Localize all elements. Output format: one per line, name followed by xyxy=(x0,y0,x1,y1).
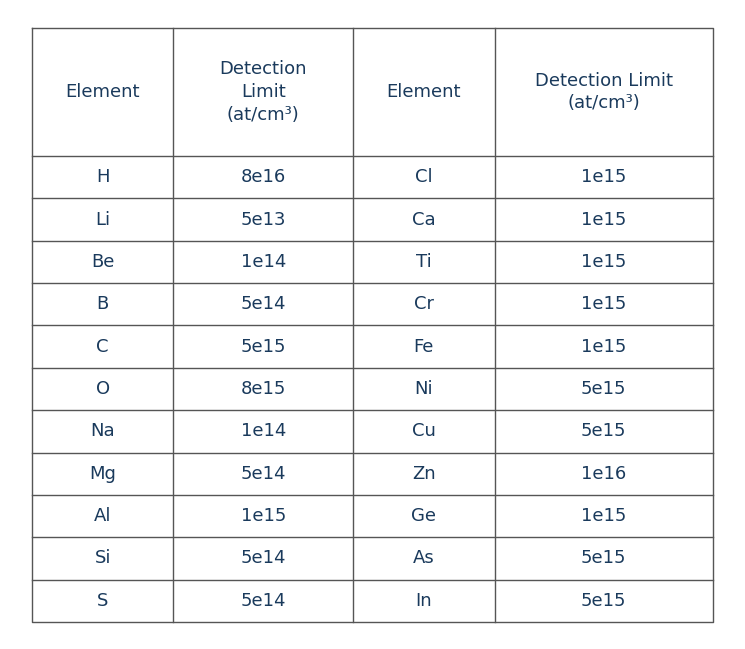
Text: Li: Li xyxy=(95,210,110,228)
Text: 1e15: 1e15 xyxy=(581,337,627,356)
Text: Na: Na xyxy=(90,422,115,441)
Text: Ca: Ca xyxy=(412,210,436,228)
Text: Element: Element xyxy=(66,83,140,101)
Text: 1e14: 1e14 xyxy=(241,422,286,441)
Text: H: H xyxy=(96,168,110,186)
Text: S: S xyxy=(97,592,108,610)
Text: 1e16: 1e16 xyxy=(581,465,627,483)
Text: 5e15: 5e15 xyxy=(581,550,627,567)
Text: 5e15: 5e15 xyxy=(581,380,627,398)
Text: Cu: Cu xyxy=(412,422,436,441)
Text: Ni: Ni xyxy=(414,380,433,398)
Text: 1e15: 1e15 xyxy=(241,507,286,525)
Text: Element: Element xyxy=(387,83,461,101)
Text: 1e15: 1e15 xyxy=(581,507,627,525)
Text: Detection
Limit
(at/cm³): Detection Limit (at/cm³) xyxy=(220,60,307,124)
Text: Cl: Cl xyxy=(415,168,433,186)
Text: Mg: Mg xyxy=(89,465,116,483)
Text: Ti: Ti xyxy=(416,253,432,271)
Text: 5e15: 5e15 xyxy=(581,422,627,441)
Text: Zn: Zn xyxy=(412,465,436,483)
Text: 5e14: 5e14 xyxy=(241,465,286,483)
Text: 5e15: 5e15 xyxy=(241,337,286,356)
Text: 1e15: 1e15 xyxy=(581,210,627,228)
Text: 1e15: 1e15 xyxy=(581,253,627,271)
Text: 5e14: 5e14 xyxy=(241,592,286,610)
Text: Si: Si xyxy=(95,550,111,567)
Text: Al: Al xyxy=(94,507,112,525)
Text: Ge: Ge xyxy=(411,507,437,525)
Text: 5e15: 5e15 xyxy=(581,592,627,610)
Text: 5e13: 5e13 xyxy=(241,210,286,228)
Text: 8e16: 8e16 xyxy=(241,168,286,186)
Text: 1e15: 1e15 xyxy=(581,295,627,313)
Text: 1e15: 1e15 xyxy=(581,168,627,186)
Text: Fe: Fe xyxy=(413,337,434,356)
Text: 5e14: 5e14 xyxy=(241,295,286,313)
Text: O: O xyxy=(95,380,110,398)
Text: 5e14: 5e14 xyxy=(241,550,286,567)
Text: 8e15: 8e15 xyxy=(241,380,286,398)
Text: C: C xyxy=(96,337,109,356)
Text: In: In xyxy=(416,592,432,610)
Text: Be: Be xyxy=(91,253,114,271)
Text: As: As xyxy=(413,550,435,567)
Text: 1e14: 1e14 xyxy=(241,253,286,271)
Text: B: B xyxy=(97,295,109,313)
Text: Detection Limit
(at/cm³): Detection Limit (at/cm³) xyxy=(535,71,673,112)
Text: Cr: Cr xyxy=(414,295,434,313)
